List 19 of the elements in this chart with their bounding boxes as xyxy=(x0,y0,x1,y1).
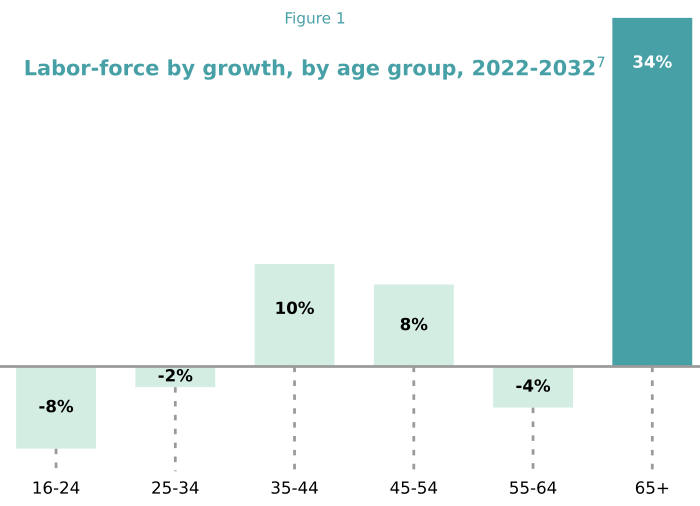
x-tick-label: 65+ xyxy=(636,481,668,494)
chart-subtitle: Figure 1 xyxy=(286,12,344,27)
x-tick-label: 16-24 xyxy=(34,481,80,494)
data-label: -2% xyxy=(158,369,192,382)
data-label: 10% xyxy=(276,302,314,314)
data-label: 34% xyxy=(633,55,672,68)
data-label: -8% xyxy=(39,400,74,412)
data-label: 8% xyxy=(400,318,428,330)
bar xyxy=(254,264,334,367)
bar xyxy=(493,366,573,408)
text: Labor-force by growth, by age group, 2022-2032$^{7}$ xyxy=(26,56,604,80)
bar xyxy=(374,284,454,367)
x-tick-label: 35-44 xyxy=(272,481,318,494)
bar xyxy=(612,18,692,367)
data-label: -4% xyxy=(516,379,550,392)
bar xyxy=(16,366,96,449)
x-tick-label: 55-64 xyxy=(510,481,556,494)
x-tick-label: 45-54 xyxy=(390,481,438,494)
x-tick-label: 25-34 xyxy=(152,481,199,494)
